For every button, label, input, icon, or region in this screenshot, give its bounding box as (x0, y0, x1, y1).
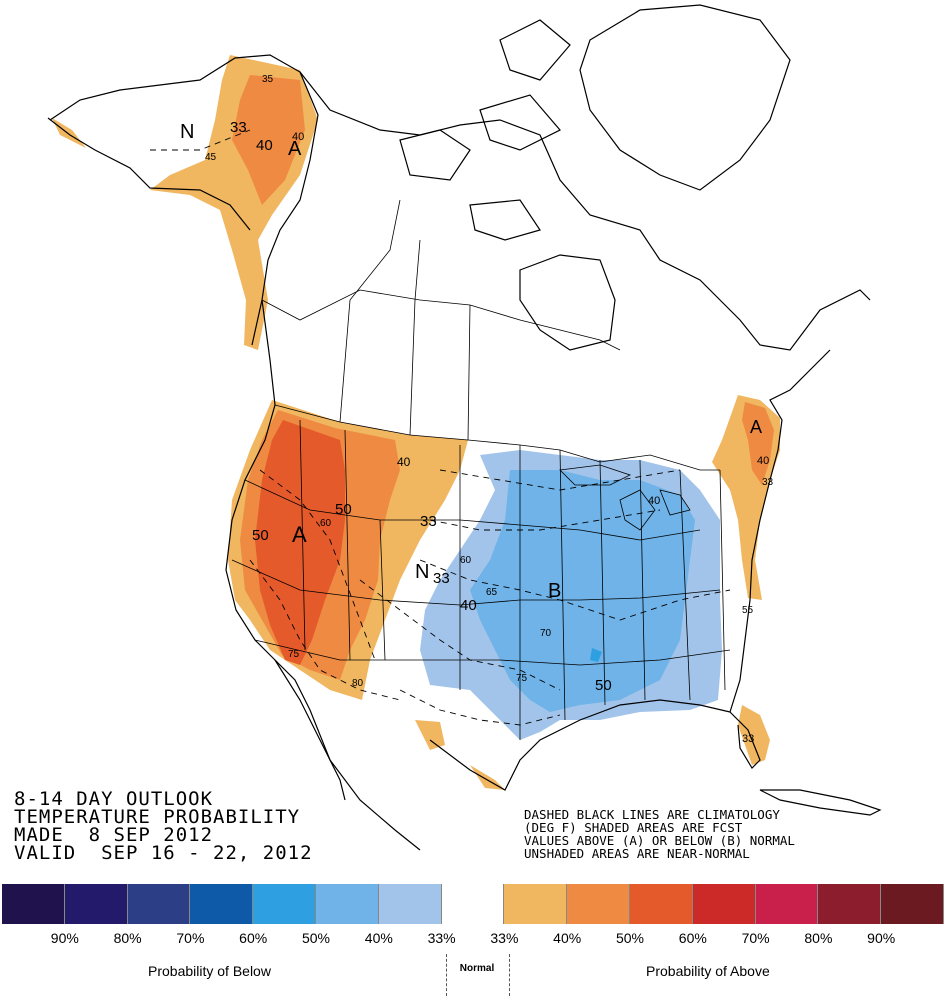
great-lakes-contour-40: 40 (648, 495, 660, 507)
west-climo-60: 60 (320, 518, 332, 529)
plains-contour-33: 33 (433, 570, 450, 587)
northeast-climo-55: 55 (742, 605, 754, 616)
legend-swatch (64, 884, 128, 924)
alaska-contour-33: 33 (230, 119, 247, 136)
probability-above-caption: Probability of Above (646, 963, 770, 979)
plains-normal-label: N (415, 561, 429, 583)
probability-legend-bar (2, 884, 944, 924)
note-line-1: DASHED BLACK LINES ARE CLIMATOLOGY (524, 807, 780, 822)
alaska-west-sliver (52, 118, 86, 148)
outlook-map: N A 33 40 40 35 45 A 50 50 40 33 60 75 8… (47, 4, 882, 851)
probability-below-caption: Probability of Below (148, 963, 271, 979)
legend-swatch (629, 884, 693, 924)
legend-tick-label: 90% (50, 930, 79, 946)
west-contour-40: 40 (397, 455, 411, 469)
northeast-contour-40: 40 (757, 455, 769, 467)
gulf-below-spot (590, 648, 602, 662)
legend-tick-label: 50% (301, 930, 331, 946)
west-above-inner (255, 420, 345, 665)
southeast-contour-33b: 33 (762, 477, 774, 488)
west-above-label: A (292, 522, 307, 547)
legend-swatch (378, 884, 442, 924)
outlook-title: 8-14 DAY OUTLOOK (14, 788, 214, 810)
legend-tick-label: 70% (176, 930, 205, 946)
west-climo-80: 80 (352, 678, 364, 689)
legend-swatch (315, 884, 379, 924)
alaska-contour-40b: 40 (292, 131, 304, 143)
legend-tick-label: 70% (741, 930, 770, 946)
legend-swatch (881, 884, 944, 924)
texas-above-patch (415, 720, 445, 750)
gulf-above-patch (470, 765, 505, 790)
legend-swatch (567, 884, 630, 924)
coastlines (47, 4, 882, 851)
legend-tick-label: 80% (804, 930, 833, 946)
legend-swatch (2, 884, 65, 924)
climatology-contours (150, 129, 731, 726)
legend-swatch (755, 884, 819, 924)
legend-tick-label: 90% (867, 930, 896, 946)
central-climo-70: 70 (540, 628, 552, 639)
made-date: MADE 8 SEP 2012 (14, 824, 214, 846)
state-borders (231, 199, 731, 740)
west-contour-50a: 50 (252, 527, 269, 544)
legend-tick-label: 33% (427, 930, 456, 946)
legend-swatch (504, 884, 568, 924)
central-below-label: B (548, 580, 561, 602)
legend-swatch (692, 884, 756, 924)
southeast-contour-33a: 33 (742, 733, 754, 745)
legend-swatch (190, 884, 254, 924)
plains-contour-40: 40 (460, 597, 477, 614)
alaska-climo-35: 35 (262, 74, 274, 85)
note-line-4: UNSHADED AREAS ARE NEAR-NORMAL (524, 846, 750, 861)
alaska-normal-label: N (180, 121, 194, 143)
normal-caption: Normal (459, 963, 495, 974)
legend-tick-label: 60% (239, 930, 268, 946)
florida-above-area (738, 705, 770, 765)
central-contour-50: 50 (595, 677, 612, 694)
legend-swatch (818, 884, 882, 924)
note-line-2: (DEG F) SHADED AREAS ARE FCST (524, 820, 743, 835)
central-below-inner (470, 470, 695, 712)
legend-tick-label: 40% (364, 930, 393, 946)
alaska-contour-40a: 40 (256, 137, 273, 154)
legend-swatch (127, 884, 191, 924)
legend-tick-label: 40% (553, 930, 582, 946)
legend-tick-label: 80% (113, 930, 142, 946)
west-climo-75: 75 (288, 649, 300, 660)
alaska-above-inner (232, 75, 305, 205)
outlook-subtitle: TEMPERATURE PROBABILITY (14, 806, 301, 828)
legend-tick-label: 33% (490, 930, 519, 946)
valid-dates: VALID SEP 16 - 22, 2012 (14, 842, 313, 864)
legend-swatch (253, 884, 316, 924)
plains-climo-60: 60 (460, 555, 472, 566)
normal-bracket (446, 954, 510, 996)
central-climo-75: 75 (516, 673, 528, 684)
alaska-climo-45: 45 (205, 152, 217, 163)
plains-climo-65: 65 (486, 587, 498, 598)
west-contour-33: 33 (420, 513, 437, 530)
northeast-above-inner (742, 402, 774, 485)
legend-swatch (441, 884, 505, 924)
northeast-above-label: A (750, 417, 762, 437)
west-contour-50b: 50 (335, 501, 352, 518)
alaska-above-label: A (288, 138, 302, 160)
note-line-3: VALUES ABOVE (A) OR BELOW (B) NORMAL (524, 833, 795, 848)
legend-tick-label: 50% (615, 930, 645, 946)
legend-tick-label: 60% (678, 930, 707, 946)
great-lakes (559, 464, 691, 531)
